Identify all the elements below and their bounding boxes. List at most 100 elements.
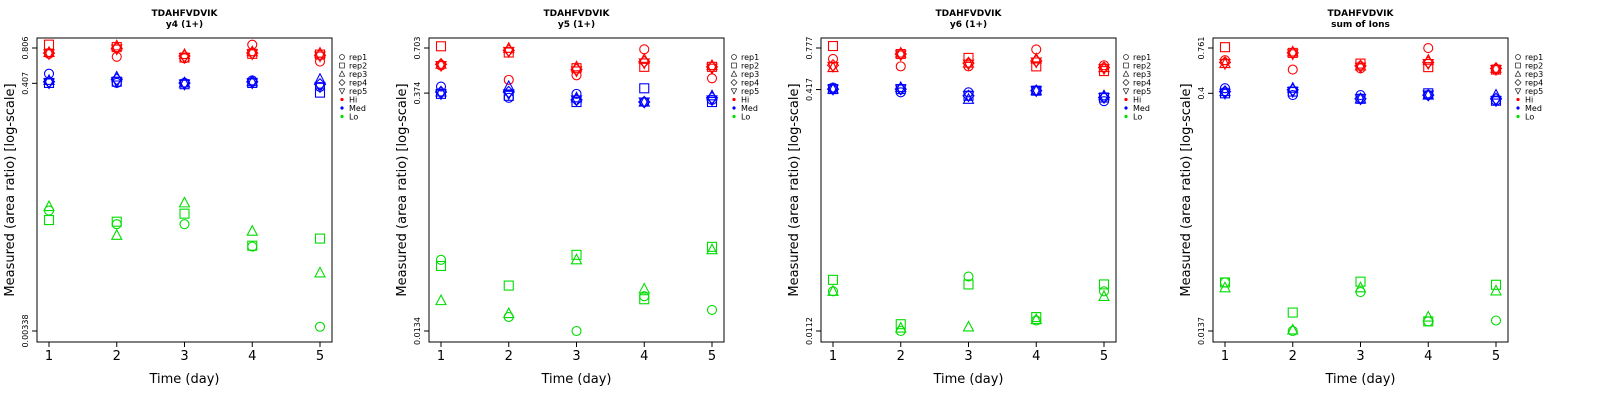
data-point (894, 50, 907, 62)
y-tick-label: 0.0134 (413, 317, 422, 345)
data-point (1354, 94, 1367, 106)
data-point (962, 320, 975, 332)
legend-label: rep5 (1133, 87, 1151, 96)
data-point (1098, 286, 1110, 297)
data-point (1098, 64, 1110, 76)
series-lo (827, 271, 1110, 337)
data-point (245, 75, 259, 88)
data-point (1219, 83, 1231, 94)
data-point (43, 78, 55, 90)
y-axis-label: Measured (area ratio) [log-scale] (3, 83, 18, 296)
data-point (1287, 307, 1298, 318)
data-point (1286, 45, 1299, 57)
data-point (1423, 62, 1434, 73)
x-tick-label: 4 (1032, 349, 1040, 364)
data-point (1287, 47, 1298, 58)
data-point (963, 279, 974, 290)
legend-marker (730, 79, 738, 86)
legend-label: Lo (349, 113, 358, 122)
y-axis-label: Measured (area ratio) [log-scale] (787, 83, 802, 296)
legend-marker (1514, 79, 1522, 86)
legend-label: rep3 (1133, 70, 1151, 79)
legend-label: rep4 (1133, 79, 1151, 88)
legend-label: rep4 (741, 79, 759, 88)
y-tick-label: 0.806 (21, 37, 30, 60)
chart-subtitle: y4 (1+) (166, 20, 203, 30)
data-point (1030, 86, 1043, 98)
data-point (435, 41, 447, 52)
data-point (179, 219, 190, 230)
data-point (570, 66, 583, 78)
legend-label: Hi (741, 96, 749, 105)
data-point (435, 254, 447, 265)
data-point (110, 44, 123, 56)
legend-color-dot (1124, 114, 1128, 119)
plot-frame (820, 37, 1117, 343)
y-axis-label: Measured (area ratio) [log-scale] (1179, 83, 1194, 296)
y-tick-label: 0.761 (1197, 37, 1206, 60)
y-tick-label: 0.4 (1197, 87, 1206, 100)
legend-marker (731, 62, 737, 69)
chart-subtitle: y6 (1+) (950, 20, 987, 30)
data-point (246, 224, 259, 236)
legend-color-dot (732, 106, 736, 110)
data-point (246, 45, 259, 57)
x-tick-label: 4 (248, 349, 256, 364)
data-point (1490, 96, 1502, 108)
data-point (246, 78, 259, 90)
data-point (962, 59, 975, 71)
data-point (435, 60, 447, 73)
legend-marker (1123, 62, 1129, 69)
legend-label: rep2 (349, 62, 367, 71)
data-point (894, 321, 907, 333)
data-point (827, 41, 839, 52)
data-point (571, 325, 582, 337)
legend-marker (338, 70, 346, 77)
legend-label: Hi (349, 96, 357, 105)
data-point (1490, 65, 1502, 77)
x-axis-label: Time (day) (932, 372, 1003, 387)
data-point (1489, 62, 1503, 75)
legend-label: Lo (741, 113, 750, 122)
data-point (638, 282, 651, 294)
series-lo (1219, 276, 1502, 337)
legend-label: rep1 (349, 53, 367, 62)
data-point (706, 95, 718, 107)
legend-marker (1122, 70, 1130, 77)
legend-label: rep3 (741, 70, 759, 79)
data-point (570, 95, 583, 107)
data-point (705, 60, 719, 74)
data-point (827, 84, 839, 96)
legend-marker (1123, 54, 1129, 60)
data-point (638, 58, 651, 70)
legend-color-dot (1124, 106, 1128, 110)
data-point (1422, 90, 1435, 102)
data-point (894, 46, 907, 58)
data-point (1219, 88, 1231, 100)
legend-marker (1515, 54, 1521, 60)
data-point (637, 55, 651, 69)
y-tick-label: 0.0137 (1197, 317, 1206, 345)
series-hi (1218, 42, 1503, 77)
data-point (706, 304, 718, 315)
data-point (706, 243, 718, 255)
series-med (42, 68, 327, 98)
series-hi (42, 39, 327, 67)
data-point (178, 76, 191, 90)
y-tick-label: 0.0112 (805, 317, 814, 345)
data-point (1098, 60, 1110, 73)
y-axis-label: Measured (area ratio) [log-scale] (395, 83, 410, 296)
data-point (570, 63, 583, 76)
data-point (43, 73, 55, 86)
series-hi (826, 41, 1111, 77)
legend-label: Med (741, 104, 758, 113)
data-point (827, 284, 839, 296)
series-hi (434, 41, 719, 85)
legend-label: Med (1525, 104, 1542, 113)
legend-color-dot (340, 106, 344, 110)
data-point (179, 208, 190, 219)
legend-label: Hi (1133, 96, 1141, 105)
